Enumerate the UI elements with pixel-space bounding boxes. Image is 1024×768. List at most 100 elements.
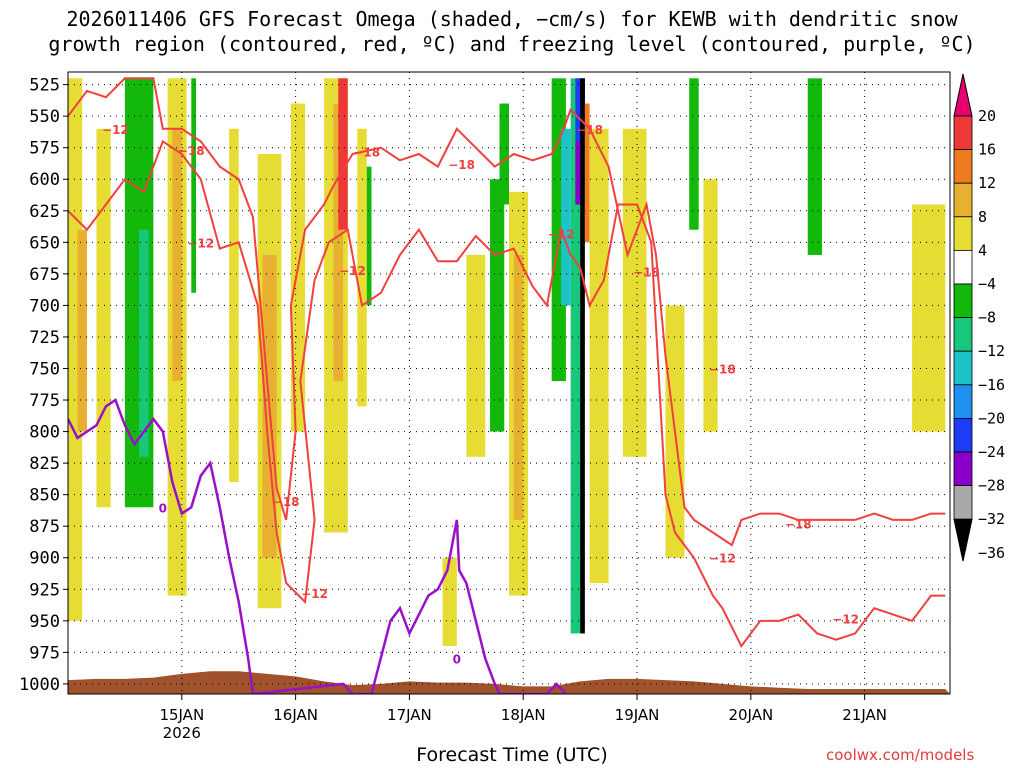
colorbar-swatch-1 xyxy=(953,115,973,150)
colorbar-label-3: 8 xyxy=(978,208,987,226)
ytick-label-550: 550 xyxy=(29,107,60,127)
label-m12-0: −12 xyxy=(102,123,129,137)
ytick-label-750: 750 xyxy=(29,359,60,379)
label-m18-1: −18 xyxy=(273,495,300,509)
omega-band-15 xyxy=(357,128,367,407)
omega-band-28 xyxy=(575,141,581,205)
chart-title-line2: growth region (contoured, red, ºC) and f… xyxy=(48,32,976,56)
omega-band-7 xyxy=(191,78,197,293)
colorbar-swatch-3 xyxy=(953,182,973,218)
colorbar-swatch-11 xyxy=(953,451,973,486)
ytick-label-1000: 1000 xyxy=(19,675,60,695)
ytick-label-875: 875 xyxy=(29,517,60,537)
omega-band-36 xyxy=(912,204,946,432)
colorbar-label-6: −8 xyxy=(978,309,996,327)
xtick-label-6: 21JAN xyxy=(842,706,887,724)
omega-band-6 xyxy=(172,128,182,382)
x-axis-label: Forecast Time (UTC) xyxy=(416,744,608,766)
ytick-label-600: 600 xyxy=(29,170,60,190)
omega-band-4 xyxy=(139,229,149,457)
omega-band-19 xyxy=(490,179,505,432)
label-m12-3: −12 xyxy=(339,264,366,278)
plot-frame xyxy=(67,71,951,695)
colorbar-label-10: −24 xyxy=(978,443,1005,461)
xtick-label-0-year: 2026 xyxy=(163,724,201,742)
label-m18-5: −18 xyxy=(633,265,660,279)
colorbar-swatch-7 xyxy=(953,317,973,352)
ytick-label-525: 525 xyxy=(29,76,60,96)
colorbar-label-13: −36 xyxy=(978,544,1005,562)
omega-band-33 xyxy=(689,78,699,230)
ytick-label-800: 800 xyxy=(29,423,60,443)
colorbar-swatch-12 xyxy=(953,485,973,520)
colorbar-swatch-6 xyxy=(953,283,973,318)
omega-band-24 xyxy=(561,128,571,306)
colorbar-label-0: 20 xyxy=(978,107,996,125)
ytick-label-825: 825 xyxy=(29,454,60,474)
label-m12-5: −12 xyxy=(832,612,859,626)
xtick-label-4: 19JAN xyxy=(615,706,660,724)
label-m12-1: −12 xyxy=(187,236,214,250)
ytick-label-575: 575 xyxy=(29,139,60,159)
label-m18-6: −18 xyxy=(709,362,736,376)
terrain-fill xyxy=(68,671,950,694)
omega-band-17 xyxy=(442,557,457,647)
omega-band-14 xyxy=(338,78,348,230)
omega-band-29 xyxy=(584,103,590,243)
colorbar-swatch-9 xyxy=(953,384,973,419)
label-m18-2: −18 xyxy=(353,145,380,159)
omega-band-31 xyxy=(622,128,647,457)
ytick-label-675: 675 xyxy=(29,265,60,285)
omega-band-35 xyxy=(807,78,822,255)
label-m12-6: −12 xyxy=(548,227,575,241)
omega-band-18 xyxy=(466,254,486,457)
colorbar-label-11: −28 xyxy=(978,477,1005,495)
label-m12-4: −12 xyxy=(709,552,736,566)
ytick-label-850: 850 xyxy=(29,486,60,506)
colorbar-label-4: 4 xyxy=(978,241,987,259)
ytick-label-700: 700 xyxy=(29,296,60,316)
colorbar-label-7: −12 xyxy=(978,342,1005,360)
colorbar-bottom-arrow xyxy=(953,518,973,562)
colorbar-swatch-10 xyxy=(953,417,973,453)
dgz-minus12-contour xyxy=(68,139,946,648)
label-m18-4: −18 xyxy=(576,123,603,137)
xtick-label-3: 18JAN xyxy=(501,706,546,724)
omega-band-8 xyxy=(229,128,239,483)
ytick-label-775: 775 xyxy=(29,391,60,411)
xtick-label-1: 16JAN xyxy=(273,706,318,724)
ytick-label-650: 650 xyxy=(29,233,60,253)
xtick-label-2: 17JAN xyxy=(387,706,432,724)
colorbar-label-8: −16 xyxy=(978,376,1005,394)
chart-title-line1: 2026011406 GFS Forecast Omega (shaded, −… xyxy=(66,7,958,31)
credit-link[interactable]: coolwx.com/models xyxy=(826,746,975,764)
ytick-label-900: 900 xyxy=(29,549,60,569)
colorbar-top-arrow xyxy=(953,73,973,117)
omega-band-20 xyxy=(499,103,509,205)
label-m18-3: −18 xyxy=(448,158,475,172)
colorbar-swatch-2 xyxy=(953,149,973,184)
label-m18-7: −18 xyxy=(785,518,812,532)
dgz-minus18-contour xyxy=(68,77,946,547)
ytick-label-725: 725 xyxy=(29,328,60,348)
colorbar-swatch-5 xyxy=(953,249,973,285)
omega-band-1 xyxy=(77,229,87,432)
ytick-label-975: 975 xyxy=(29,643,60,663)
colorbar-label-5: −4 xyxy=(978,275,996,293)
xtick-label-0: 15JAN xyxy=(159,706,204,724)
ytick-label-925: 925 xyxy=(29,580,60,600)
colorbar-label-12: −32 xyxy=(978,510,1005,528)
ytick-label-625: 625 xyxy=(29,202,60,222)
freezing-level-contour xyxy=(68,398,567,694)
colorbar-swatch-4 xyxy=(953,216,973,251)
label-m18-0: −18 xyxy=(178,144,205,158)
omega-band-22 xyxy=(513,254,524,520)
label-m12-2: −12 xyxy=(301,587,328,601)
ytick-label-950: 950 xyxy=(29,612,60,632)
label-freezing-0: 0 xyxy=(159,501,167,515)
omega-band-25 xyxy=(570,78,581,634)
colorbar-label-2: 12 xyxy=(978,174,996,192)
colorbar-swatch-8 xyxy=(953,350,973,386)
label-freezing-1: 0 xyxy=(453,653,461,667)
